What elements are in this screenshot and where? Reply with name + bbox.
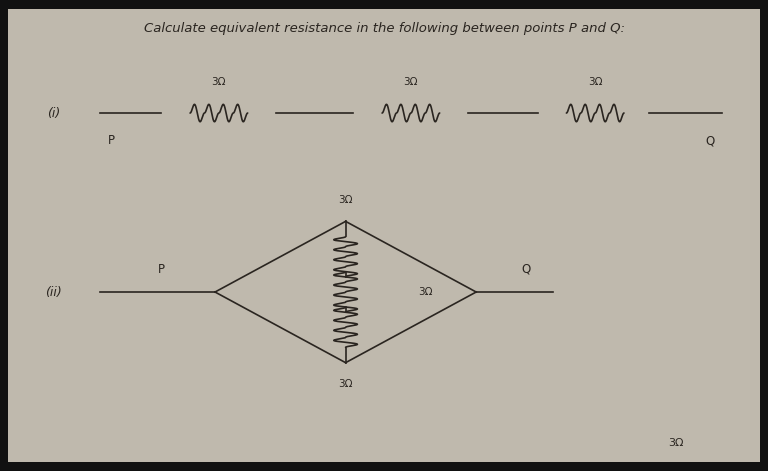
Text: (i): (i)	[47, 106, 61, 120]
Text: 3Ω: 3Ω	[339, 379, 353, 389]
Text: Q: Q	[706, 134, 715, 147]
Text: P: P	[108, 134, 115, 147]
Text: 3Ω: 3Ω	[212, 77, 226, 87]
Text: 3Ω: 3Ω	[339, 195, 353, 205]
Text: 3Ω: 3Ω	[588, 77, 602, 87]
Text: P: P	[157, 262, 165, 276]
Text: 3Ω: 3Ω	[419, 287, 433, 297]
Text: 3Ω: 3Ω	[404, 77, 418, 87]
Text: 3Ω: 3Ω	[668, 438, 684, 448]
Text: Calculate equivalent resistance in the following between points P and Q:: Calculate equivalent resistance in the f…	[144, 22, 624, 35]
FancyBboxPatch shape	[8, 9, 760, 462]
Text: Q: Q	[521, 262, 531, 276]
Text: (ii): (ii)	[45, 285, 62, 299]
